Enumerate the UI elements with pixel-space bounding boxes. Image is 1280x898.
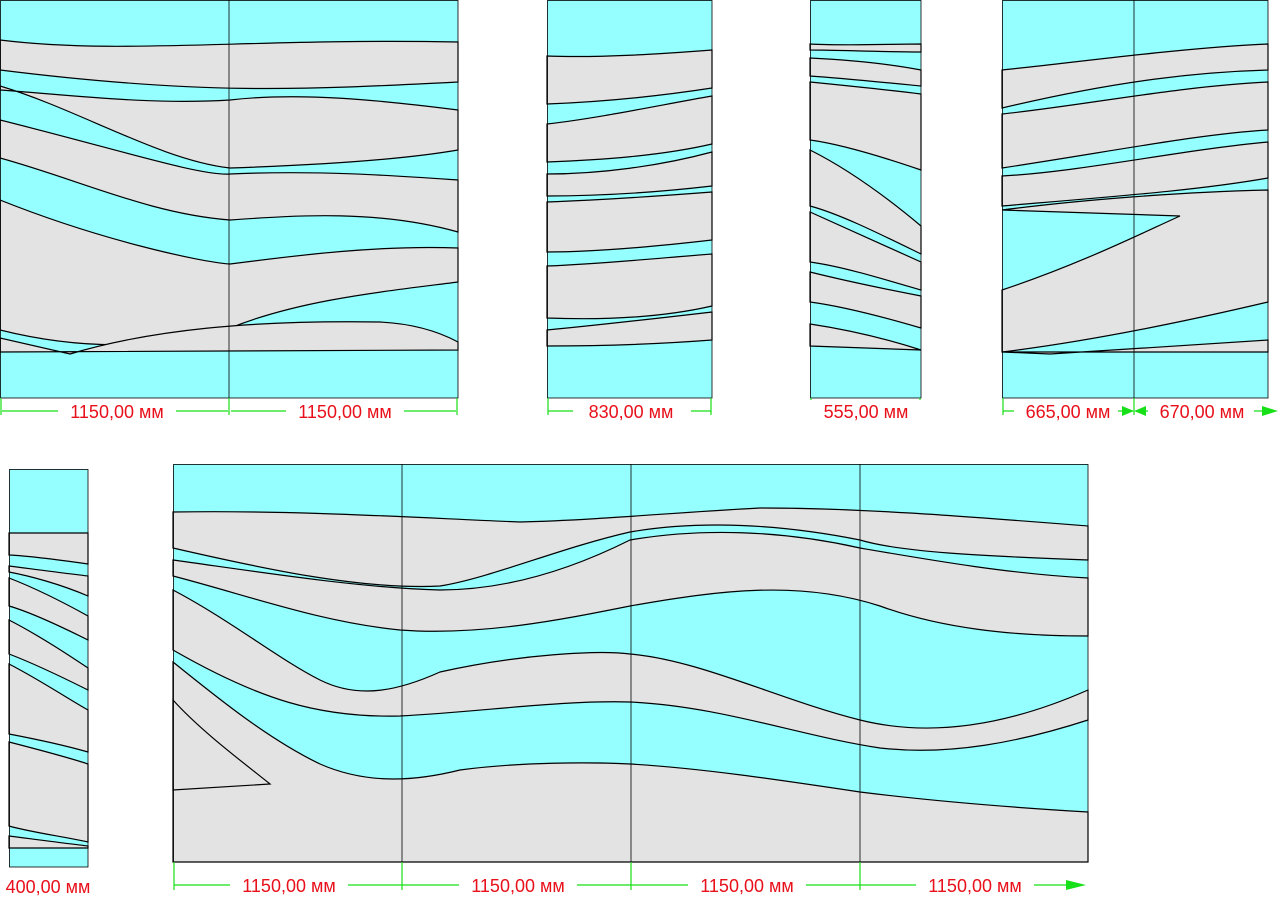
panel-b: 830,00 мм	[546, 0, 713, 422]
panel-f-dim-1: 1150,00 мм	[242, 876, 335, 896]
arrowhead-icon	[1134, 406, 1146, 416]
panel-e-dimension: 400,00 мм	[6, 877, 91, 897]
panel-e-bands	[8, 532, 89, 849]
panel-f: 1150,00 мм 1150,00 мм 1150,00 мм 1150,00…	[172, 464, 1089, 896]
panel-e: 400,00 мм	[6, 469, 91, 897]
panel-b-frame	[547, 0, 713, 399]
panel-e-dim-1: 400,00 мм	[6, 877, 91, 897]
panel-b-bands	[546, 49, 713, 347]
panel-e-frame	[9, 469, 89, 868]
arrowhead-icon	[1262, 406, 1278, 416]
panel-d-dim-2: 670,00 мм	[1160, 402, 1245, 422]
panel-d-frame	[1002, 0, 1269, 399]
panel-b-dimension: 830,00 мм	[547, 398, 712, 422]
panel-f-dimension: 1150,00 мм 1150,00 мм 1150,00 мм 1150,00…	[173, 862, 1086, 896]
panel-c-frame	[810, 0, 922, 399]
panel-b-dim-1: 830,00 мм	[589, 402, 674, 422]
panel-a-dimension: 1150,00 мм 1150,00 мм	[0, 398, 458, 422]
panel-a-dim-2: 1150,00 мм	[298, 402, 391, 422]
panel-d-dim-1: 665,00 мм	[1026, 402, 1111, 422]
panel-a: 1150,00 мм 1150,00 мм	[0, 0, 459, 422]
panel-f-dim-3: 1150,00 мм	[700, 876, 793, 896]
panel-c: 555,00 мм	[809, 0, 922, 422]
panel-c-bands	[809, 43, 922, 351]
panel-f-dim-2: 1150,00 мм	[471, 876, 564, 896]
arrowhead-icon	[1122, 406, 1134, 416]
panel-d-dimension: 665,00 мм 670,00 мм	[1002, 398, 1278, 422]
panel-d: 665,00 мм 670,00 мм	[1001, 0, 1278, 422]
panel-c-dim-1: 555,00 мм	[824, 402, 909, 422]
panel-c-dimension: 555,00 мм	[810, 398, 922, 422]
panel-a-dim-1: 1150,00 мм	[70, 402, 163, 422]
panel-f-dim-4: 1150,00 мм	[928, 876, 1021, 896]
panel-d-bands	[1001, 43, 1269, 355]
arrowhead-icon	[1066, 880, 1086, 890]
